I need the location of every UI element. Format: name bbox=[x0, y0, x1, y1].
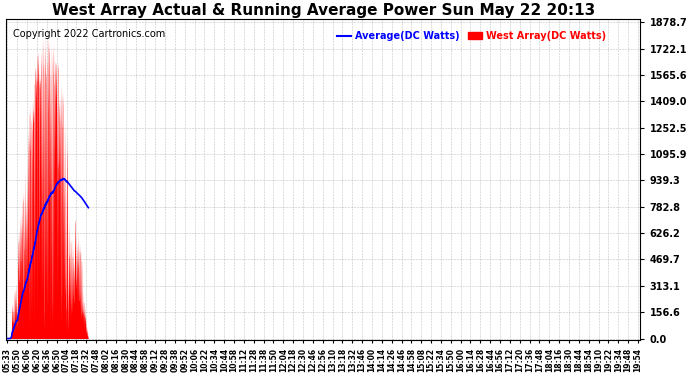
Legend: Average(DC Watts), West Array(DC Watts): Average(DC Watts), West Array(DC Watts) bbox=[333, 27, 610, 45]
Title: West Array Actual & Running Average Power Sun May 22 20:13: West Array Actual & Running Average Powe… bbox=[52, 3, 595, 18]
Text: Copyright 2022 Cartronics.com: Copyright 2022 Cartronics.com bbox=[12, 28, 165, 39]
